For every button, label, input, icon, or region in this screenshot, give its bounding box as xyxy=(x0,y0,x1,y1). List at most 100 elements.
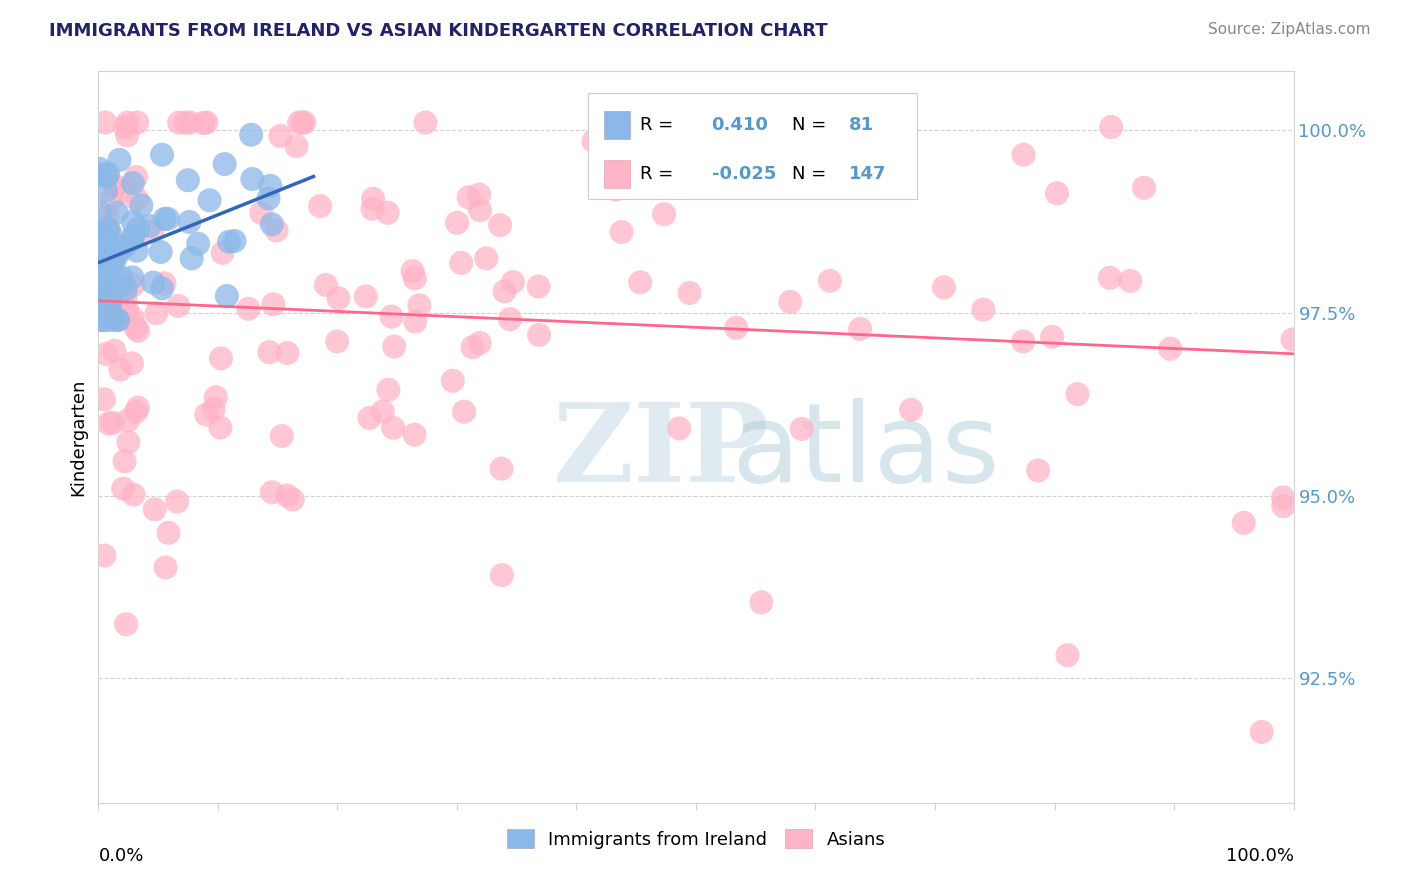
Point xyxy=(502,275,524,289)
Point xyxy=(177,173,200,187)
Point xyxy=(174,115,197,129)
Point xyxy=(131,198,153,212)
Point xyxy=(100,296,122,310)
Point xyxy=(127,401,149,415)
Point xyxy=(108,153,131,167)
Point xyxy=(404,427,426,442)
Point xyxy=(104,277,127,291)
Point xyxy=(96,284,118,298)
Point xyxy=(90,235,112,250)
Point xyxy=(121,356,143,370)
Point xyxy=(94,285,117,300)
Point xyxy=(179,215,201,229)
Point xyxy=(114,282,136,296)
Point xyxy=(404,271,426,285)
Point xyxy=(117,115,139,129)
Point xyxy=(260,485,283,500)
Text: N =: N = xyxy=(792,116,825,134)
Point xyxy=(468,336,491,351)
Point xyxy=(96,230,118,244)
Point xyxy=(457,190,479,204)
Point xyxy=(359,411,381,425)
Point xyxy=(114,239,136,253)
Point xyxy=(104,179,127,194)
Point xyxy=(94,347,117,361)
Point xyxy=(125,244,148,258)
Point xyxy=(193,116,215,130)
Point xyxy=(1012,147,1035,161)
Point xyxy=(281,492,304,507)
Point xyxy=(94,115,117,129)
Text: -0.025: -0.025 xyxy=(711,165,776,183)
Point xyxy=(157,525,180,540)
Point xyxy=(94,184,117,198)
Point xyxy=(259,345,281,359)
Point xyxy=(142,276,165,290)
Point xyxy=(97,210,120,224)
Point xyxy=(117,435,139,450)
Point xyxy=(105,205,128,219)
Point xyxy=(224,234,246,248)
Point xyxy=(94,301,117,315)
Point xyxy=(167,299,190,313)
Point xyxy=(150,148,173,162)
Point xyxy=(150,281,173,295)
Point xyxy=(90,243,112,257)
Point xyxy=(725,321,748,335)
Point xyxy=(634,115,657,129)
Point xyxy=(112,482,135,496)
Point xyxy=(156,211,179,226)
Point xyxy=(89,275,111,289)
Point xyxy=(1066,387,1088,401)
Point xyxy=(96,230,118,244)
Point xyxy=(250,206,273,220)
Point xyxy=(215,289,238,303)
Point xyxy=(790,422,813,436)
Point xyxy=(93,294,115,309)
Point xyxy=(441,374,464,388)
Point xyxy=(89,301,111,316)
Point xyxy=(1119,274,1142,288)
Point xyxy=(475,252,498,266)
Point xyxy=(179,115,201,129)
Point xyxy=(932,280,955,294)
Point xyxy=(214,157,236,171)
Point xyxy=(972,302,994,317)
Point xyxy=(167,115,190,129)
Point xyxy=(153,211,176,226)
Point xyxy=(96,169,118,184)
Point xyxy=(166,494,188,508)
Point xyxy=(404,315,426,329)
Point xyxy=(238,301,260,316)
Point xyxy=(91,313,114,327)
Text: atlas: atlas xyxy=(733,398,1000,505)
Point xyxy=(211,245,233,260)
Point xyxy=(105,313,128,327)
Point xyxy=(110,362,132,376)
Point xyxy=(240,172,263,186)
Point xyxy=(97,221,120,235)
Point xyxy=(138,219,160,233)
Point xyxy=(103,254,125,268)
Point xyxy=(1281,333,1303,347)
Point xyxy=(122,176,145,190)
Point xyxy=(103,310,125,325)
Point xyxy=(328,291,350,305)
Point xyxy=(97,417,120,431)
Point xyxy=(1098,270,1121,285)
Point xyxy=(145,306,167,320)
Point xyxy=(361,192,384,206)
Point xyxy=(115,302,138,317)
Text: 100.0%: 100.0% xyxy=(1226,847,1294,864)
Point xyxy=(122,278,145,293)
Point xyxy=(97,167,120,181)
Point xyxy=(108,242,131,256)
Point xyxy=(91,227,114,242)
Point xyxy=(122,487,145,501)
Text: 0.410: 0.410 xyxy=(711,116,769,134)
Point xyxy=(605,183,627,197)
Point xyxy=(453,405,475,419)
Point xyxy=(285,139,308,153)
Point xyxy=(1133,181,1156,195)
Point xyxy=(401,264,423,278)
